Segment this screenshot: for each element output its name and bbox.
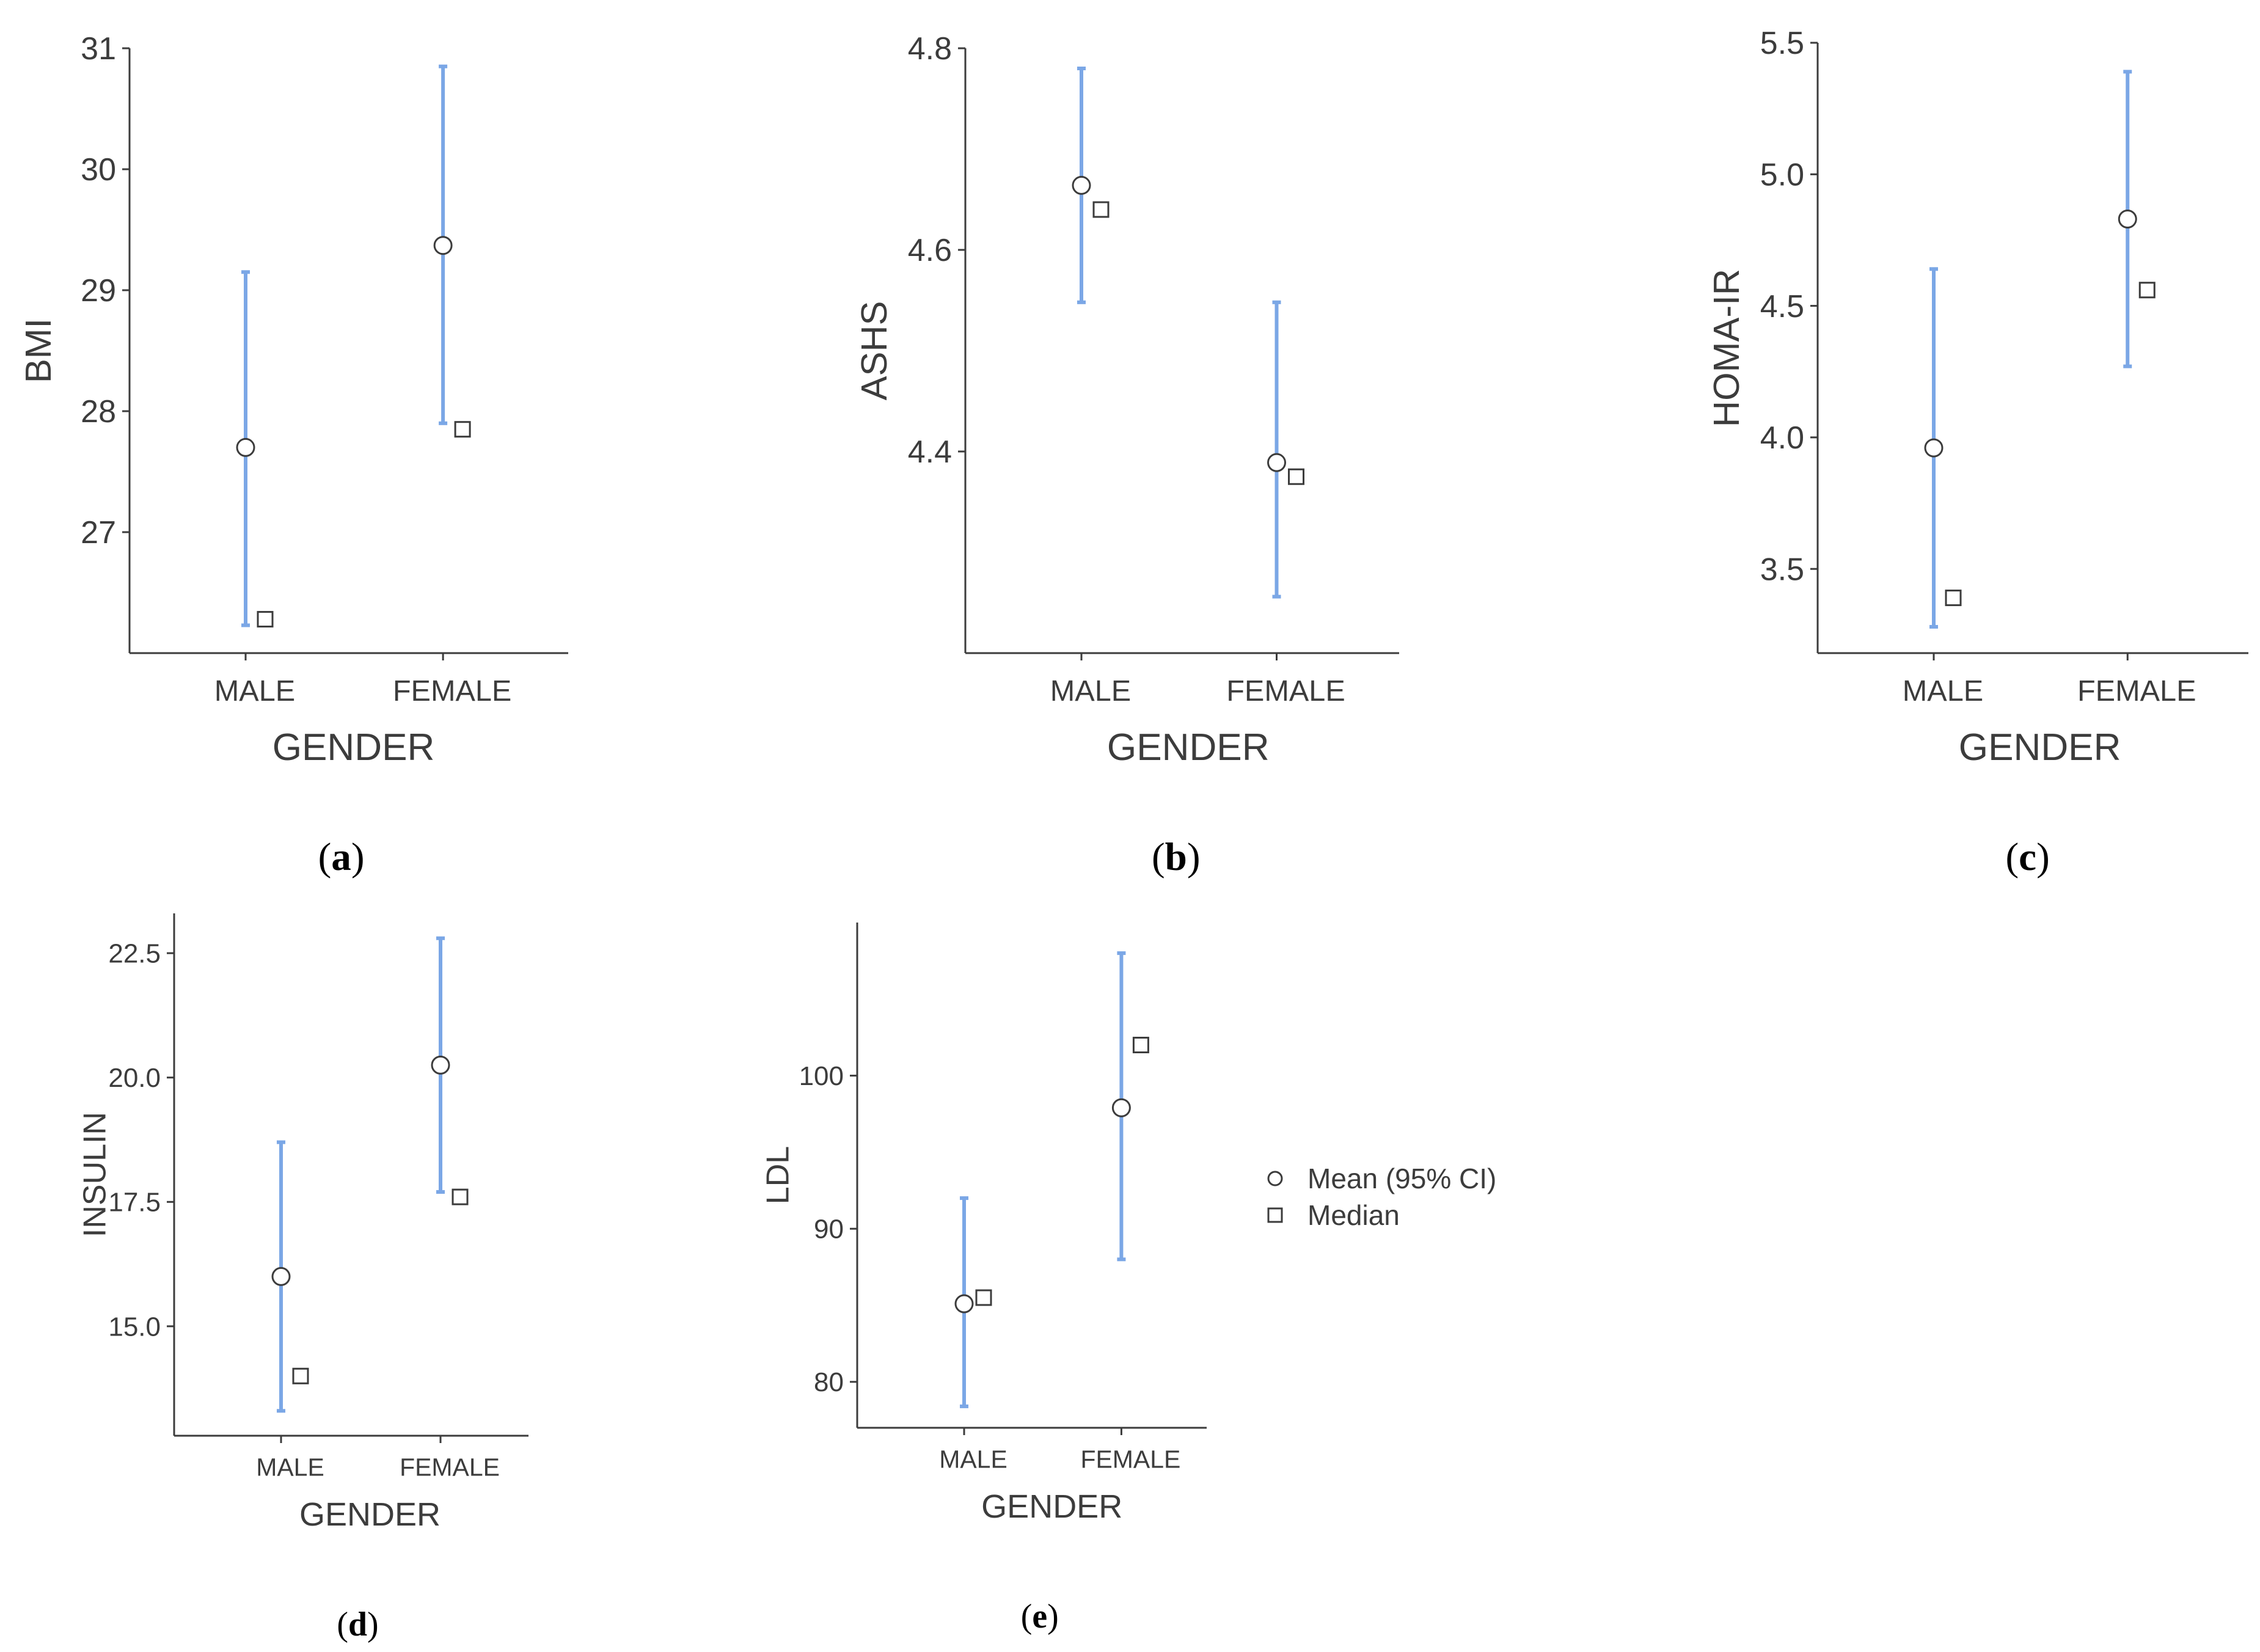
median-point (452, 1188, 469, 1205)
mean-point (1267, 453, 1286, 472)
mean-point (431, 1055, 450, 1075)
mean-point (236, 437, 255, 457)
y-tick-label: 5.5 (1760, 26, 1804, 61)
caption-paren-open: ( (2005, 835, 2019, 879)
caption-letter: b (1165, 835, 1187, 879)
legend: Mean (95% CI) Median (1267, 1163, 1496, 1231)
x-tick-label: FEMALE (393, 674, 512, 707)
y-tick-label: 3.5 (1760, 552, 1804, 587)
y-tick-label: 80 (814, 1367, 844, 1397)
y-tick-label: 27 (81, 515, 116, 550)
y-axis-title: BMI (18, 318, 59, 383)
median-point (1092, 201, 1110, 218)
mean-point (1072, 175, 1091, 195)
y-tick-label: 4.5 (1760, 289, 1804, 324)
median-point (292, 1367, 309, 1384)
y-tick-label: 15.0 (108, 1312, 161, 1342)
x-tick-label: MALE (256, 1453, 324, 1482)
median-point (2138, 282, 2156, 299)
x-tick-label: FEMALE (1080, 1446, 1180, 1474)
y-axis-title: HOMA-IR (1706, 269, 1747, 427)
median-point (1288, 468, 1304, 485)
legend-median-marker (1267, 1207, 1283, 1223)
panel-caption: (c) (2005, 835, 2049, 879)
panel-caption: (d) (337, 1606, 378, 1643)
panel-caption: (a) (318, 835, 365, 879)
panel-c: 3.5 4.0 4.5 5.0 5.5 MALE FEMALE GENDER HOMA-IR (c… (1706, 26, 2248, 879)
mean-point (433, 236, 453, 255)
caption-paren-close: ) (1187, 835, 1201, 879)
y-tick-label: 29 (81, 273, 116, 309)
y-tick-label: 4.6 (908, 233, 952, 268)
x-tick-label: MALE (1903, 674, 1983, 707)
x-axis-title: GENDER (1959, 726, 2121, 769)
caption-paren-close: ) (1047, 1598, 1059, 1636)
mean-point (1111, 1098, 1131, 1117)
caption-paren-close: ) (2036, 835, 2050, 879)
x-tick-label: MALE (939, 1446, 1007, 1474)
x-tick-label: FEMALE (1226, 674, 1345, 707)
y-tick-label: 5.0 (1760, 158, 1804, 193)
x-tick-label: FEMALE (400, 1453, 500, 1482)
median-point (257, 611, 274, 628)
y-tick-label: 100 (799, 1061, 844, 1091)
y-tick-label: 4.4 (908, 434, 952, 470)
y-tick-label: 30 (81, 152, 116, 188)
y-axis-title: ASHS (854, 301, 894, 401)
median-point (975, 1289, 992, 1306)
caption-paren-open: ( (1021, 1598, 1033, 1636)
y-axis-title: INSULIN (78, 1112, 113, 1237)
median-point (1132, 1036, 1149, 1053)
y-tick-label: 4.8 (908, 31, 952, 67)
panel-a: 27 28 29 30 31 MALE FEMALE GENDER BMI (a) (18, 31, 568, 879)
panel-b: 4.4 4.6 4.8 MALE FEMALE GENDER ASHS (b) (854, 31, 1399, 879)
y-tick-label: 31 (81, 31, 116, 67)
mean-point (2118, 210, 2137, 229)
panel-e: 80 90 100 MALE FEMALE GENDER LDL (e) (761, 923, 1207, 1636)
y-tick-label: 90 (814, 1215, 844, 1244)
caption-paren-close: ) (367, 1606, 379, 1643)
legend-mean-marker (1267, 1171, 1283, 1186)
caption-paren-close: ) (351, 835, 365, 879)
mean-point (954, 1294, 974, 1314)
x-axis-title: GENDER (981, 1488, 1122, 1525)
caption-letter: d (348, 1606, 367, 1643)
y-tick-label: 4.0 (1760, 420, 1804, 456)
caption-paren-open: ( (1152, 835, 1165, 879)
y-tick-label: 22.5 (108, 939, 161, 969)
x-tick-label: MALE (214, 674, 295, 707)
mean-point (1924, 438, 1944, 458)
y-tick-label: 17.5 (108, 1188, 161, 1218)
caption-paren-open: ( (337, 1606, 348, 1643)
y-tick-label: 20.0 (108, 1063, 161, 1093)
y-tick-label: 28 (81, 394, 116, 429)
median-point (454, 421, 471, 438)
caption-paren-open: ( (318, 835, 332, 879)
mean-point (271, 1266, 291, 1286)
panel-caption: (b) (1152, 835, 1201, 879)
x-axis-title: GENDER (272, 726, 435, 769)
legend-mean-label: Mean (95% CI) (1307, 1163, 1496, 1194)
median-point (1945, 590, 1962, 607)
x-tick-label: FEMALE (2077, 674, 2196, 707)
y-axis-title: LDL (761, 1146, 796, 1204)
caption-letter: a (331, 835, 351, 879)
panel-caption: (e) (1021, 1598, 1059, 1636)
caption-letter: e (1032, 1598, 1047, 1636)
panel-d: 15.0 17.5 20.0 22.5 MALE FEMALE GENDER INSULIN (… (78, 913, 528, 1643)
x-axis-title: GENDER (1107, 726, 1270, 769)
x-axis-title: GENDER (299, 1496, 441, 1533)
x-tick-label: MALE (1050, 674, 1131, 707)
caption-letter: c (2019, 835, 2036, 879)
legend-median-label: Median (1307, 1199, 1400, 1231)
